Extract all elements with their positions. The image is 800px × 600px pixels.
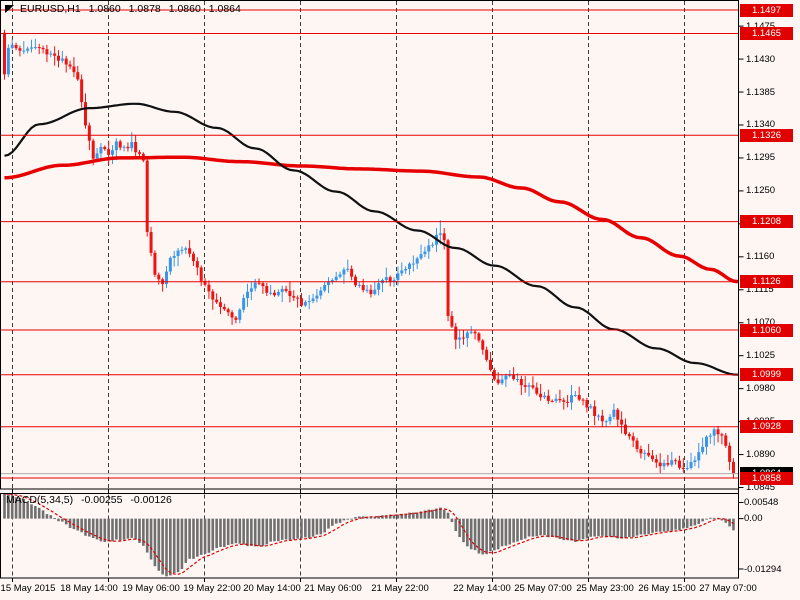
symbol-name: EURUSD,H1: [20, 3, 81, 15]
macd-signal-value: -0.00126: [130, 494, 172, 506]
candles-layer: [3, 29, 735, 479]
symbol-ohlc-values: EURUSD,H1 1.0860 1.0878 1.0860 1.0864: [20, 3, 246, 15]
price-low: 1.0860: [168, 3, 201, 15]
macd-main-value: -0.00255: [81, 494, 123, 506]
macd-signal-line: [4, 494, 734, 575]
macd-histogram: [3, 494, 735, 577]
price-close: 1.0864: [208, 3, 241, 15]
support-resistance-lines: [1, 9, 738, 479]
macd-indicator-label: MACD(5,34,5) -0.00255 -0.00126: [6, 494, 177, 506]
ma-slow-red-line: [4, 155, 738, 284]
main-panel-frame: [0, 0, 739, 490]
symbol-ohlc-info: EURUSD,H1 1.0860 1.0878 1.0860 1.0864: [5, 3, 246, 15]
ma-fast-black-line: [4, 102, 738, 376]
symbol-marker-icon: [5, 5, 14, 13]
price-open: 1.0860: [88, 3, 121, 15]
price-high: 1.0878: [128, 3, 161, 15]
axis-ticks: [12, 25, 744, 582]
macd-name: MACD(5,34,5): [6, 494, 74, 506]
